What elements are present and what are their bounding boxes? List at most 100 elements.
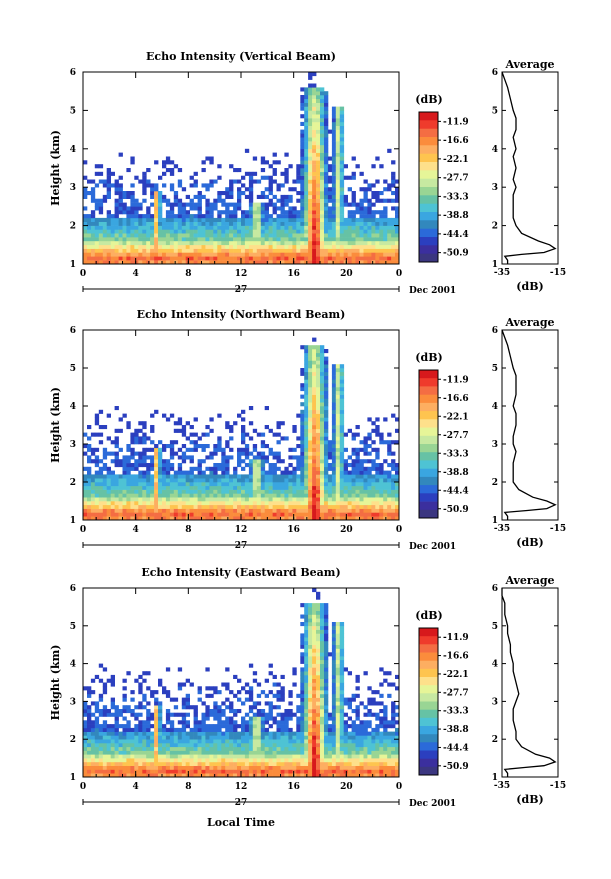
heatmap-cell (190, 214, 194, 218)
heatmap-cell (233, 751, 237, 755)
heatmap-cell (304, 253, 308, 257)
heatmap-cell (205, 218, 209, 222)
heatmap-cell (312, 203, 316, 207)
heatmap-cell (300, 713, 304, 717)
heatmap-cell (316, 433, 320, 437)
heatmap-cell (300, 766, 304, 770)
heatmap-cell (300, 694, 304, 698)
heatmap-cell (300, 414, 304, 418)
heatmap-cell (198, 249, 202, 253)
heatmap-cell (154, 253, 158, 257)
heatmap-cell (170, 448, 174, 452)
heatmap-cell (146, 233, 150, 237)
heatmap-cell (249, 183, 253, 187)
heatmap-cell (221, 191, 225, 195)
heatmap-cell (352, 199, 356, 203)
heatmap-cell (111, 241, 115, 245)
heatmap-cell (130, 237, 134, 241)
heatmap-cell (312, 153, 316, 157)
heatmap-cell (154, 720, 158, 724)
heatmap-cell (304, 176, 308, 180)
heatmap-cell (245, 249, 249, 253)
heatmap-cell (364, 256, 368, 260)
heatmap-cell (308, 698, 312, 702)
heatmap-cell (103, 256, 107, 260)
heatmap-cell (261, 233, 265, 237)
heatmap-cell (288, 709, 292, 713)
heatmap-cell (174, 728, 178, 732)
heatmap-cell (328, 195, 332, 199)
profile-x-tick-label: -35 (494, 268, 510, 278)
heatmap-cell (150, 467, 154, 471)
heatmap-cell (194, 732, 198, 736)
colorbar-step (419, 460, 438, 469)
heatmap-cell (308, 84, 312, 88)
heatmap-cell (194, 226, 198, 230)
heatmap-cell (281, 743, 285, 747)
heatmap-cell (364, 486, 368, 490)
heatmap-cell (308, 126, 312, 130)
heatmap-cell (324, 444, 328, 448)
heatmap-cell (249, 490, 253, 494)
heatmap-cell (213, 728, 217, 732)
heatmap-cell (241, 497, 245, 501)
heatmap-cell (257, 490, 261, 494)
heatmap-cell (356, 505, 360, 509)
heatmap-cell (371, 183, 375, 187)
heatmap-cell (352, 486, 356, 490)
heatmap-cell (312, 103, 316, 107)
heatmap-cell (265, 728, 269, 732)
heatmap-cell (241, 256, 245, 260)
heatmap-cell (340, 414, 344, 418)
heatmap-cell (332, 452, 336, 456)
heatmap-cell (316, 372, 320, 376)
heatmap-cell (328, 467, 332, 471)
heatmap-cell (217, 245, 221, 249)
heatmap-cell (296, 229, 300, 233)
heatmap-cell (225, 421, 229, 425)
heatmap-cell (308, 664, 312, 668)
heatmap-cell (83, 490, 87, 494)
heatmap-cell (296, 245, 300, 249)
heatmap-cell (336, 410, 340, 414)
heatmap-cell (146, 455, 150, 459)
heatmap-cell (387, 501, 391, 505)
heatmap-cell (154, 747, 158, 751)
heatmap-cell (300, 172, 304, 176)
heatmap-cell (273, 256, 277, 260)
heatmap-cell (221, 459, 225, 463)
heatmap-cell (217, 732, 221, 736)
heatmap-cell (320, 360, 324, 364)
heatmap-cell (292, 448, 296, 452)
heatmap-cell (304, 137, 308, 141)
heatmap-cell (99, 249, 103, 253)
heatmap-cell (324, 256, 328, 260)
heatmap-cell (202, 444, 206, 448)
heatmap-cell (245, 754, 249, 758)
heatmap-cell (312, 459, 316, 463)
heatmap-cell (312, 769, 316, 773)
heatmap-cell (364, 214, 368, 218)
heatmap-cell (269, 713, 273, 717)
heatmap-cell (198, 206, 202, 210)
heatmap-cell (154, 226, 158, 230)
heatmap-cell (103, 218, 107, 222)
heatmap-cell (205, 222, 209, 226)
heatmap-cell (348, 478, 352, 482)
heatmap-cell (241, 222, 245, 226)
heatmap-cell (261, 754, 265, 758)
heatmap-cell (332, 187, 336, 191)
heatmap-cell (209, 253, 213, 257)
heatmap-cell (178, 683, 182, 687)
heatmap-cell (379, 467, 383, 471)
heatmap-cell (221, 471, 225, 475)
heatmap-cell (182, 253, 186, 257)
heatmap-cell (312, 229, 316, 233)
heatmap-cell (273, 180, 277, 184)
heatmap-cell (158, 754, 162, 758)
heatmap-cell (221, 732, 225, 736)
heatmap-cell (273, 747, 277, 751)
heatmap-cell (316, 149, 320, 153)
heatmap-cell (178, 732, 182, 736)
